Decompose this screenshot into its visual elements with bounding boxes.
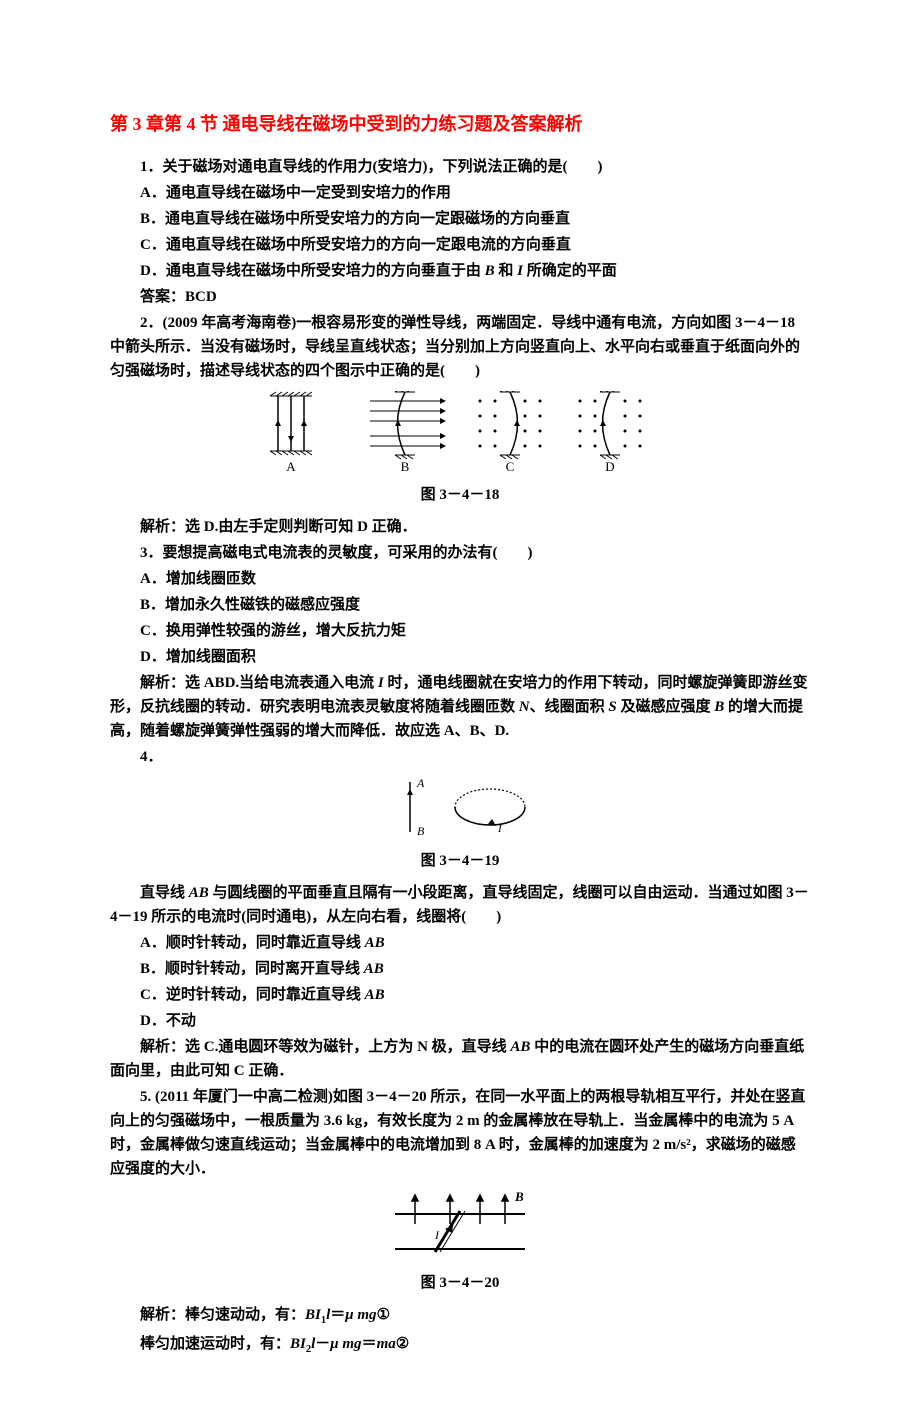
figure-3-4-18: A B (110, 391, 810, 481)
q5-sol2: 棒匀加速运动时，有：BI2l－μ mg＝ma② (110, 1332, 810, 1359)
q4-optC-pre: C．逆时针转动，同时靠近直导线 (140, 987, 365, 1003)
q2-stem: 2．(2009 年高考海南卷)一根容易形变的弹性导线，两端固定．导线中通有电流，… (110, 311, 810, 383)
q4-stem: 4． (110, 745, 810, 769)
q4-optC: C．逆时针转动，同时靠近直导线 AB (110, 983, 810, 1007)
q3-optC: C．换用弹性较强的游丝，增大反抗力矩 (110, 619, 810, 643)
q1-optD-pre: D．通电直导线在磁场中所受安培力的方向垂直于由 (140, 263, 485, 279)
q5-sol1-pre: 解析：棒匀速动动，有： (140, 1307, 305, 1323)
q5-sol1: 解析：棒匀速动动，有：BI1l＝μ mg① (110, 1303, 810, 1330)
q1-optA: A．通电直导线在磁场中一定受到安培力的作用 (110, 181, 810, 205)
q4-ans-pre: 解析：选 C.通电圆环等效为磁针，上方为 N 极，直导线 (140, 1039, 510, 1055)
q5-sol2-pre: 棒匀加速运动时，有： (140, 1336, 290, 1352)
q3-ans-pre: 解析：选 ABD.当给电流表通入电流 (140, 675, 378, 691)
q3-optD: D．增加线圈面积 (110, 645, 810, 669)
q2-answer: 解析：选 D.由左手定则判断可知 D 正确． (110, 515, 810, 539)
q4-body-pre: 直导线 (140, 885, 189, 901)
q4-optA-pre: A．顺时针转动，同时靠近直导线 (140, 935, 365, 951)
q5-sol1-post: ① (377, 1307, 390, 1323)
fig18-labelB: B (401, 459, 410, 474)
fig20-label: 图 3－4－20 (110, 1271, 810, 1295)
fig19-label: 图 3－4－19 (110, 849, 810, 873)
q4-body: 直导线 AB 与圆线圈的平面垂直且隔有一小段距离，直导线固定，线圈可以自由运动．… (110, 881, 810, 929)
fig19-labelI: I (497, 823, 503, 835)
q4-answer: 解析：选 C.通电圆环等效为磁针，上方为 N 极，直导线 AB 中的电流在圆环处… (110, 1035, 810, 1083)
q3-answer: 解析：选 ABD.当给电流表通入电流 I 时，通电线圈就在安培力的作用下转动，同… (110, 671, 810, 743)
q1-optD-post: 所确定的平面 (523, 263, 617, 279)
q4-optD: D．不动 (110, 1009, 810, 1033)
q1-answer: 答案：BCD (110, 285, 810, 309)
q4-body-mid: 与圆线圈的平面垂直且隔有一小段距离，直导线固定，线圈可以自由运动．当通过如图 3… (110, 885, 809, 925)
q5-stem-text: 5. (2011 年厦门一中高二检测)如图 3－4－20 所示，在同一水平面上的… (110, 1089, 805, 1177)
q2-stem-text: 2．(2009 年高考海南卷)一根容易形变的弹性导线，两端固定．导线中通有电流，… (110, 315, 800, 379)
page-title: 第 3 章第 4 节 通电导线在磁场中受到的力练习题及答案解析 (110, 110, 810, 139)
q5-sol2-post: ② (396, 1336, 409, 1352)
fig18-label: 图 3－4－18 (110, 483, 810, 507)
q1-optB: B．通电直导线在磁场中所受安培力的方向一定跟磁场的方向垂直 (110, 207, 810, 231)
figure-3-4-19: A B I (110, 777, 810, 847)
figure-3-4-20: I B (110, 1189, 810, 1269)
q3-optA: A．增加线圈匝数 (110, 567, 810, 591)
fig18-labelD: D (605, 459, 614, 474)
fig20-labelB: B (514, 1189, 524, 1204)
q1-optD: D．通电直导线在磁场中所受安培力的方向垂直于由 B 和 I 所确定的平面 (110, 259, 810, 283)
q3-ans-m2: 、线圈面积 (530, 699, 609, 715)
q4-optA: A．顺时针转动，同时靠近直导线 AB (110, 931, 810, 955)
q5-stem: 5. (2011 年厦门一中高二检测)如图 3－4－20 所示，在同一水平面上的… (110, 1085, 810, 1181)
q1-optD-mid: 和 (495, 263, 518, 279)
q1-stem: 1．关于磁场对通电直导线的作用力(安培力)，下列说法正确的是( ) (110, 155, 810, 179)
fig19-labelB: B (417, 824, 425, 838)
q3-ans-m3: 及磁感应强度 (617, 699, 715, 715)
q3-optB: B．增加永久性磁铁的磁感应强度 (110, 593, 810, 617)
fig19-labelA: A (416, 777, 425, 790)
q4-optB: B．顺时针转动，同时离开直导线 AB (110, 957, 810, 981)
fig18-labelC: C (506, 459, 515, 474)
fig18-labelA: A (286, 459, 296, 474)
q3-stem: 3．要想提高磁电式电流表的灵敏度，可采用的办法有( ) (110, 541, 810, 565)
fig20-labelI: I (434, 1228, 440, 1242)
q1-optC: C．通电直导线在磁场中所受安培力的方向一定跟电流的方向垂直 (110, 233, 810, 257)
q4-optB-pre: B．顺时针转动，同时离开直导线 (140, 961, 364, 977)
